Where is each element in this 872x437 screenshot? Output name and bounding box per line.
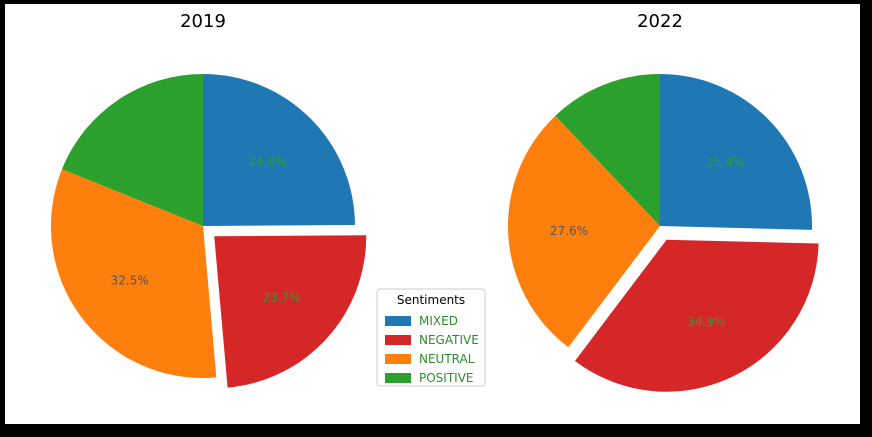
- pie-title-2019: 2019: [180, 11, 226, 32]
- figure-panel: 24.9% 23.7% 32.5% 2019 25.4% 34.9% 27.6% 2022 …: [5, 4, 860, 424]
- pie-slice-2022-positive: [555, 74, 660, 226]
- legend-title: Sentiments: [397, 293, 465, 307]
- pie-slice-2022-mixed: [660, 74, 812, 230]
- pie-label-2022-mixed: 25.4%: [706, 155, 744, 169]
- pie-chart-2022: 25.4% 34.9% 27.6% 2022: [508, 11, 819, 392]
- legend-label-positive: POSITIVE: [419, 371, 474, 385]
- legend-swatch-positive: [385, 373, 411, 383]
- pie-label-2019-neutral: 32.5%: [111, 273, 149, 287]
- pie-slice-2019-negative: [214, 235, 367, 388]
- legend-swatch-mixed: [385, 316, 411, 326]
- pie-label-2022-negative: 34.9%: [687, 315, 725, 329]
- pie-slice-2019-neutral: [50, 169, 217, 378]
- pie-slice-2019-mixed: [203, 74, 355, 226]
- pie-slice-2022-neutral: [508, 115, 660, 348]
- pie-charts: 24.9%23.7%32.5%2019 25.4%34.9%27.6%2022 …: [50, 11, 819, 392]
- legend-swatch-neutral: [385, 354, 411, 364]
- legend-label-negative: NEGATIVE: [419, 333, 479, 347]
- legend: Sentiments MIXED NEGATIVE NEUTRAL POSITIVE: [376, 288, 486, 387]
- pie-label-2019-negative: 23.7%: [263, 291, 301, 305]
- legend-swatch-negative: [385, 335, 411, 345]
- pie-label-2019-mixed: 24.9%: [248, 154, 286, 168]
- pie-slice-2019-positive: [62, 74, 203, 226]
- pie-chart-2019: 24.9% 23.7% 32.5% 2019: [50, 11, 367, 388]
- pie-label-2022-neutral: 27.6%: [550, 224, 588, 238]
- pie-title-2022: 2022: [637, 11, 683, 32]
- pie-slice-2022-negative: [574, 239, 819, 392]
- legend-label-neutral: NEUTRAL: [419, 352, 475, 366]
- legend-label-mixed: MIXED: [419, 314, 458, 328]
